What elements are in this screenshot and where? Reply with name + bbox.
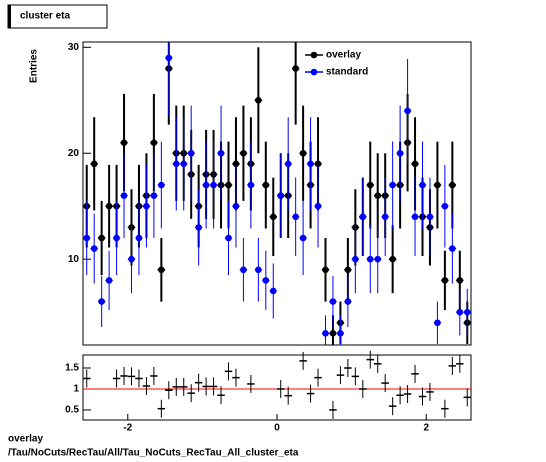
marker xyxy=(232,160,240,168)
footer-line1: overlay xyxy=(8,434,43,445)
marker xyxy=(426,213,434,221)
y-axis-label: Entries xyxy=(29,49,40,83)
chart-title: cluster eta xyxy=(20,11,70,22)
marker xyxy=(359,213,367,221)
marker xyxy=(411,160,419,168)
marker xyxy=(105,277,113,284)
marker xyxy=(128,255,135,263)
marker xyxy=(255,266,262,274)
marker xyxy=(389,181,396,189)
legend-label: standard xyxy=(326,67,368,78)
marker xyxy=(374,255,382,263)
marker xyxy=(195,224,202,231)
marker xyxy=(90,160,98,168)
marker xyxy=(225,181,232,189)
marker xyxy=(441,202,449,210)
y-tick-label: 10 xyxy=(68,254,80,265)
marker xyxy=(120,192,128,199)
marker xyxy=(404,107,411,115)
marker xyxy=(217,149,225,157)
marker xyxy=(158,181,165,189)
marker xyxy=(441,277,449,284)
marker xyxy=(277,192,285,199)
marker xyxy=(269,287,277,295)
legend-label: overlay xyxy=(326,50,361,61)
marker xyxy=(419,181,426,189)
marker xyxy=(456,308,464,316)
marker xyxy=(314,160,322,168)
marker xyxy=(247,181,255,189)
y-tick-label: 0.5 xyxy=(65,405,79,416)
marker xyxy=(120,139,128,146)
legend-marker xyxy=(310,51,318,59)
marker xyxy=(262,181,270,189)
marker xyxy=(299,234,307,242)
marker xyxy=(98,298,105,305)
plot-frame xyxy=(82,41,472,346)
marker xyxy=(180,160,188,168)
marker xyxy=(411,213,419,221)
marker xyxy=(150,139,158,146)
marker xyxy=(240,149,247,157)
title-box-edge xyxy=(8,5,11,28)
x-tick-label: 0 xyxy=(274,423,280,434)
marker xyxy=(381,213,389,221)
marker xyxy=(105,202,113,210)
marker xyxy=(329,298,337,305)
marker xyxy=(202,181,210,189)
marker xyxy=(210,181,217,189)
marker xyxy=(434,181,441,189)
marker xyxy=(456,277,464,284)
marker xyxy=(113,234,120,242)
marker xyxy=(187,149,195,157)
marker xyxy=(292,65,299,72)
marker xyxy=(344,266,352,274)
marker xyxy=(143,202,150,210)
marker xyxy=(307,160,314,168)
y-tick-label: 1 xyxy=(73,384,79,395)
marker xyxy=(90,245,98,252)
marker xyxy=(366,181,374,189)
marker xyxy=(344,298,352,305)
marker xyxy=(165,54,173,62)
marker xyxy=(255,96,262,104)
marker xyxy=(150,192,158,199)
marker xyxy=(322,266,329,274)
marker xyxy=(322,330,329,337)
marker xyxy=(463,308,471,316)
marker xyxy=(314,202,322,210)
marker xyxy=(292,213,299,221)
marker xyxy=(135,234,143,242)
x-tick-label: -2 xyxy=(123,423,132,434)
marker xyxy=(172,160,180,168)
footer-line2: /Tau/NoCuts/RecTau/All/Tau_NoCuts_RecTau… xyxy=(8,448,299,459)
marker xyxy=(389,255,396,263)
marker xyxy=(158,266,165,274)
marker xyxy=(98,234,105,242)
marker xyxy=(449,181,456,189)
marker xyxy=(240,266,247,274)
marker xyxy=(262,277,270,284)
marker xyxy=(232,202,240,210)
y-tick-label: 30 xyxy=(68,42,80,53)
marker xyxy=(396,149,404,157)
plot-frame xyxy=(82,354,472,421)
y-tick-label: 1.5 xyxy=(65,363,79,374)
marker xyxy=(337,330,344,337)
marker xyxy=(299,149,307,157)
marker xyxy=(434,319,441,327)
marker xyxy=(374,192,382,199)
marker xyxy=(366,255,374,263)
marker xyxy=(83,234,91,242)
y-tick-label: 20 xyxy=(68,148,80,159)
marker xyxy=(352,255,359,263)
marker xyxy=(284,160,292,168)
marker xyxy=(449,245,456,252)
marker xyxy=(269,213,277,221)
marker xyxy=(225,234,232,242)
marker xyxy=(329,330,337,337)
legend-marker xyxy=(310,68,318,76)
x-tick-label: 2 xyxy=(423,423,429,434)
